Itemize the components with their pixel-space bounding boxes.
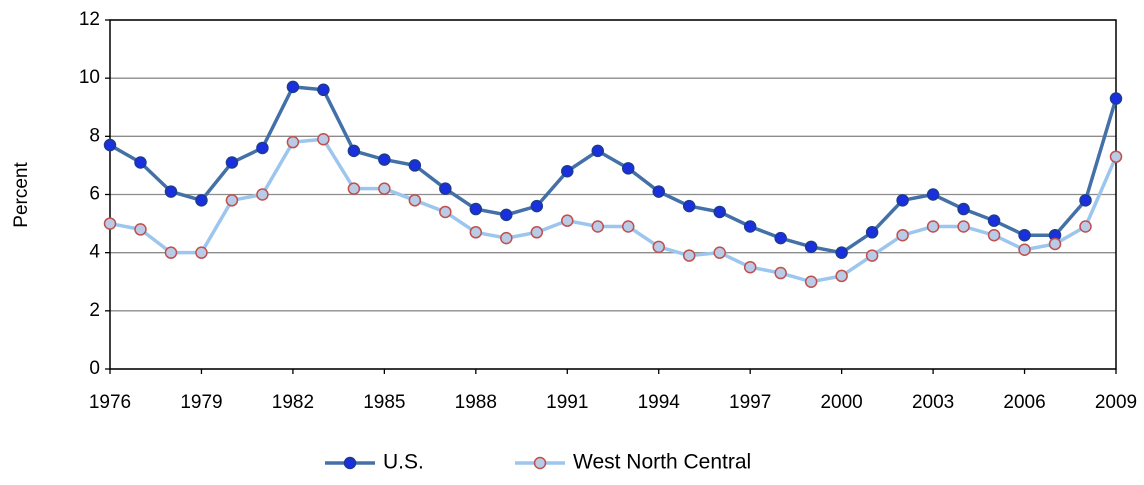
data-point <box>743 260 757 274</box>
data-point <box>103 138 117 152</box>
legend-marker <box>343 456 357 470</box>
legend-marker <box>533 456 547 470</box>
data-point <box>1048 237 1062 251</box>
data-point <box>865 226 879 239</box>
data-point <box>835 269 848 283</box>
data-point <box>804 240 818 254</box>
data-point <box>439 205 452 219</box>
data-point <box>134 156 147 169</box>
data-point <box>774 231 787 245</box>
x-tick-label: 1991 <box>546 392 588 413</box>
data-point <box>378 182 391 195</box>
data-point <box>987 228 1001 242</box>
series-line <box>109 137 1118 284</box>
data-point <box>591 220 605 233</box>
data-point <box>682 249 696 262</box>
data-point <box>957 202 970 216</box>
data-point <box>804 275 818 288</box>
data-point <box>103 217 117 230</box>
data-point <box>286 135 300 149</box>
data-point <box>865 249 879 262</box>
x-tick-label: 1979 <box>180 392 222 413</box>
x-tick-label: 2009 <box>1095 392 1137 413</box>
data-point <box>256 141 269 155</box>
data-point <box>1079 194 1092 207</box>
data-point <box>652 185 665 198</box>
data-point <box>500 208 513 222</box>
data-point <box>896 228 909 242</box>
data-point <box>774 266 787 280</box>
y-tick-label: 12 <box>79 9 100 30</box>
data-point <box>1018 243 1031 257</box>
data-point <box>439 182 452 195</box>
data-point <box>286 80 300 94</box>
data-point <box>408 194 422 207</box>
x-tick-label: 1982 <box>272 392 314 413</box>
data-point <box>987 214 1001 227</box>
plot-border <box>109 19 1117 370</box>
data-point <box>317 132 330 146</box>
y-tick-label: 0 <box>89 358 100 379</box>
y-tick-label: 2 <box>89 300 100 321</box>
data-point <box>408 159 422 172</box>
y-tick-label: 4 <box>89 242 100 263</box>
data-point <box>713 205 726 219</box>
x-tick-label: 1988 <box>455 392 497 413</box>
data-point <box>225 156 239 169</box>
y-tick-label: 6 <box>89 184 100 205</box>
series-line <box>109 85 1118 255</box>
data-point <box>1109 150 1123 163</box>
data-point <box>896 194 909 207</box>
data-point <box>926 188 940 201</box>
data-point <box>164 185 178 198</box>
data-point <box>469 226 483 239</box>
data-point <box>347 144 361 158</box>
data-point <box>378 153 391 166</box>
data-point <box>682 199 696 213</box>
data-point <box>1079 220 1092 233</box>
y-tick-label: 8 <box>89 125 100 146</box>
data-point <box>713 246 726 259</box>
x-tick-label: 1997 <box>729 392 771 413</box>
y-axis-label: Percent <box>11 162 32 228</box>
data-point <box>195 246 208 259</box>
data-point <box>469 202 483 216</box>
legend-label: West North Central <box>573 451 751 474</box>
data-point <box>500 231 513 245</box>
x-tick-label: 2006 <box>1003 392 1045 413</box>
data-point <box>591 144 605 158</box>
data-point <box>957 220 970 233</box>
data-point <box>1109 92 1123 105</box>
data-point <box>621 162 635 175</box>
data-point <box>1018 228 1031 242</box>
data-point <box>195 194 208 207</box>
data-point <box>347 182 361 195</box>
data-point <box>561 164 574 178</box>
x-tick-label: 1985 <box>363 392 405 413</box>
data-point <box>621 220 635 233</box>
data-point <box>256 188 269 201</box>
data-point <box>652 240 665 254</box>
x-tick-label: 1976 <box>89 392 131 413</box>
data-point <box>743 220 757 233</box>
data-point <box>134 223 147 236</box>
data-point <box>530 226 544 239</box>
data-point <box>225 194 239 207</box>
data-point <box>926 220 940 233</box>
x-tick-label: 2000 <box>820 392 862 413</box>
data-point <box>561 214 574 227</box>
y-tick-label: 10 <box>79 67 100 88</box>
x-tick-label: 2003 <box>912 392 954 413</box>
legend-label: U.S. <box>383 451 424 474</box>
data-point <box>835 246 848 259</box>
data-point <box>317 83 330 97</box>
data-point <box>530 199 544 213</box>
x-tick-label: 1994 <box>638 392 681 413</box>
data-point <box>164 246 178 259</box>
